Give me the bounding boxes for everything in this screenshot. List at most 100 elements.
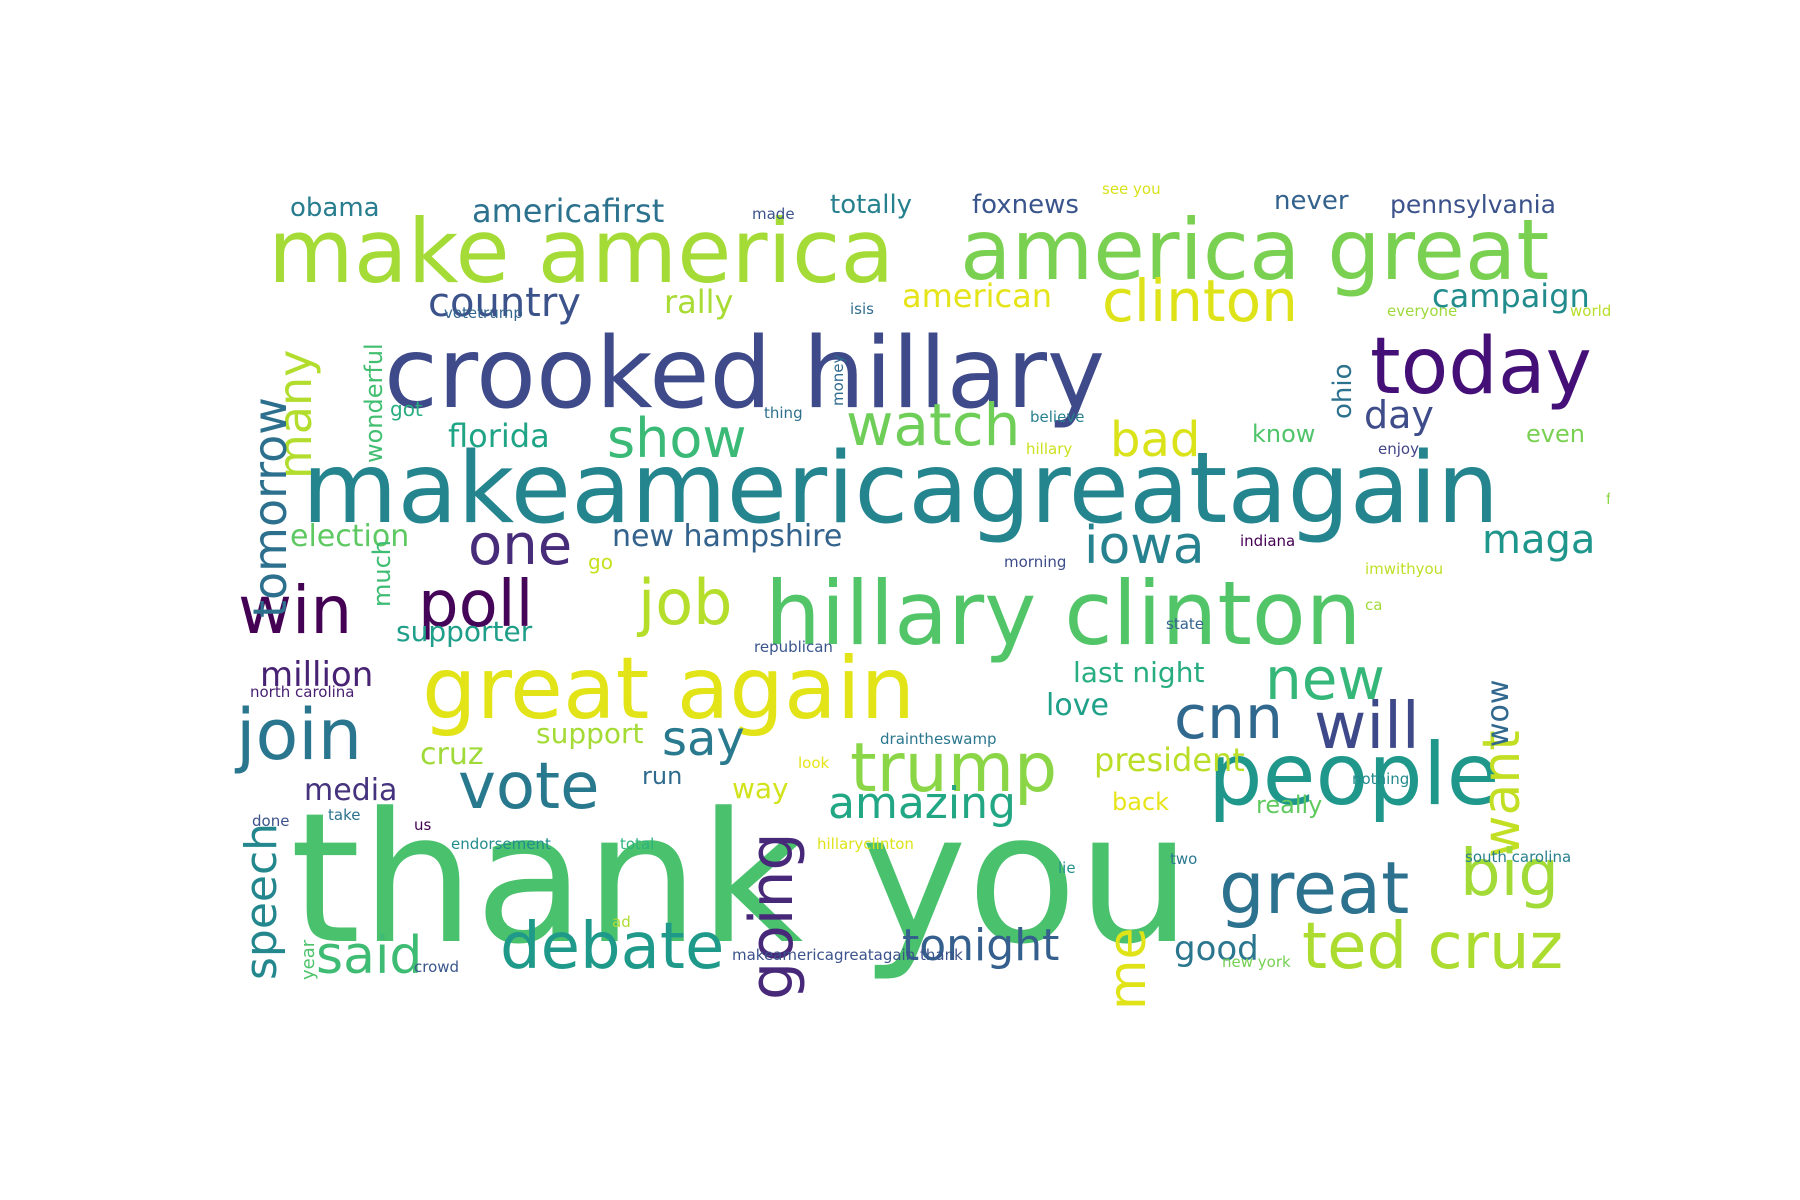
cloud-word: two <box>1170 850 1198 868</box>
cloud-word: world <box>1570 302 1610 320</box>
cloud-word: speech <box>236 822 287 980</box>
cloud-word: us <box>414 816 432 834</box>
cloud-word: going <box>737 832 807 1000</box>
cloud-word: watch <box>846 391 1021 459</box>
cloud-word: poll <box>418 568 534 642</box>
cloud-word: know <box>1252 420 1316 448</box>
cloud-word: thank you <box>290 775 1192 984</box>
cloud-word: thing <box>764 404 803 422</box>
cloud-word: today <box>1370 322 1592 412</box>
cloud-word: never <box>1274 186 1349 216</box>
cloud-word: last night <box>1073 656 1205 689</box>
cloud-word: make america <box>268 200 895 303</box>
cloud-word: great again <box>422 639 916 739</box>
cloud-word: run <box>642 762 683 790</box>
cloud-word: hillary <box>1026 440 1073 458</box>
cloud-word: ad <box>612 913 631 931</box>
cloud-word: said <box>316 926 423 986</box>
cloud-word: crowd <box>414 958 460 976</box>
cloud-word: indiana <box>1240 532 1296 550</box>
cloud-word: morning <box>1004 553 1067 571</box>
cloud-word: bad <box>1110 412 1201 468</box>
cloud-word: country <box>428 280 581 326</box>
cloud-word: hillaryclinton <box>817 835 914 853</box>
cloud-word: crooked hillary <box>384 317 1105 431</box>
cloud-word: enjoy <box>1378 440 1419 458</box>
cloud-word: republican <box>754 638 833 656</box>
cloud-word: everyone <box>1387 302 1458 320</box>
cloud-word: done <box>252 812 290 830</box>
cloud-word: amazing <box>828 778 1016 829</box>
cloud-word: back <box>1112 788 1170 816</box>
cloud-word: time <box>1098 927 1158 1015</box>
cloud-word: americafirst <box>472 192 665 230</box>
cloud-word: ted cruz <box>1302 910 1564 984</box>
cloud-word: people <box>1208 725 1500 825</box>
cloud-word: totally <box>830 190 913 220</box>
cloud-word: big <box>1460 837 1560 911</box>
word-cloud: thank you crooked hillary makeamericagreat… <box>222 180 1610 1015</box>
cloud-word: join <box>236 694 363 776</box>
cloud-word: clinton <box>1102 267 1298 335</box>
cloud-word: even <box>1526 420 1585 448</box>
cloud-word: tomorrow <box>243 397 297 618</box>
cloud-word: cnn <box>1174 683 1284 753</box>
cloud-word: maga <box>1482 517 1596 563</box>
cloud-word: cruz <box>420 737 484 772</box>
cloud-word: new york <box>1222 953 1291 971</box>
cloud-word: campaign <box>1432 277 1590 315</box>
cloud-word: media <box>304 773 398 808</box>
cloud-word: believe <box>1030 408 1085 426</box>
cloud-word: endorsement <box>451 835 551 853</box>
cloud-word: ohio <box>1328 363 1358 419</box>
cloud-word: see you <box>1102 180 1161 198</box>
cloud-word: president <box>1094 741 1245 779</box>
cloud-word: makeamericagreatagain <box>302 432 1500 546</box>
cloud-word: tonight <box>902 920 1060 971</box>
cloud-word: wonderful <box>360 343 388 463</box>
cloud-word: new hampshire <box>612 519 843 554</box>
cloud-word: support <box>536 717 644 750</box>
cloud-word: lie <box>1058 859 1076 877</box>
cloud-word: supporter <box>396 615 533 648</box>
cloud-word: obama <box>290 193 380 223</box>
cloud-word: love <box>1046 688 1109 723</box>
cloud-word: makeamericagreatagain thank <box>732 946 963 964</box>
cloud-word: say <box>662 711 745 767</box>
cloud-word: florida <box>448 417 550 455</box>
cloud-word: draintheswamp <box>880 730 997 748</box>
cloud-word: total <box>620 835 655 853</box>
cloud-word: pennsylvania <box>1390 190 1556 219</box>
cloud-word: way <box>732 772 789 805</box>
cloud-word: rally <box>664 283 734 321</box>
cloud-word: america great <box>960 201 1550 299</box>
cloud-word: really <box>1256 791 1323 819</box>
cloud-word: great <box>1219 846 1410 930</box>
cloud-word: state <box>1166 615 1204 633</box>
cloud-word: year <box>298 939 319 980</box>
cloud-word: debate <box>500 910 725 984</box>
cloud-word: trump <box>850 729 1058 808</box>
cloud-word: american <box>902 277 1052 315</box>
cloud-word: nothing <box>1352 770 1410 788</box>
cloud-word: new <box>1265 645 1385 713</box>
cloud-word: money <box>829 354 847 406</box>
cloud-word: take <box>328 806 361 824</box>
cloud-word: north carolina <box>250 683 355 701</box>
cloud-word: election <box>290 519 410 554</box>
cloud-word: ca <box>1365 596 1383 614</box>
cloud-word: go <box>588 550 613 574</box>
cloud-word: isis <box>850 300 874 318</box>
cloud-word: south carolina <box>1465 848 1572 866</box>
cloud-word: million <box>260 655 374 695</box>
cloud-word: first <box>1606 490 1610 508</box>
cloud-word: wow <box>1481 679 1516 747</box>
cloud-word: job <box>638 566 733 639</box>
cloud-word: foxnews <box>972 190 1079 220</box>
cloud-word: day <box>1364 393 1434 437</box>
cloud-word: made <box>752 205 795 223</box>
cloud-word: good <box>1174 929 1259 969</box>
cloud-word: vote <box>458 750 600 824</box>
cloud-word: will <box>1314 690 1420 764</box>
